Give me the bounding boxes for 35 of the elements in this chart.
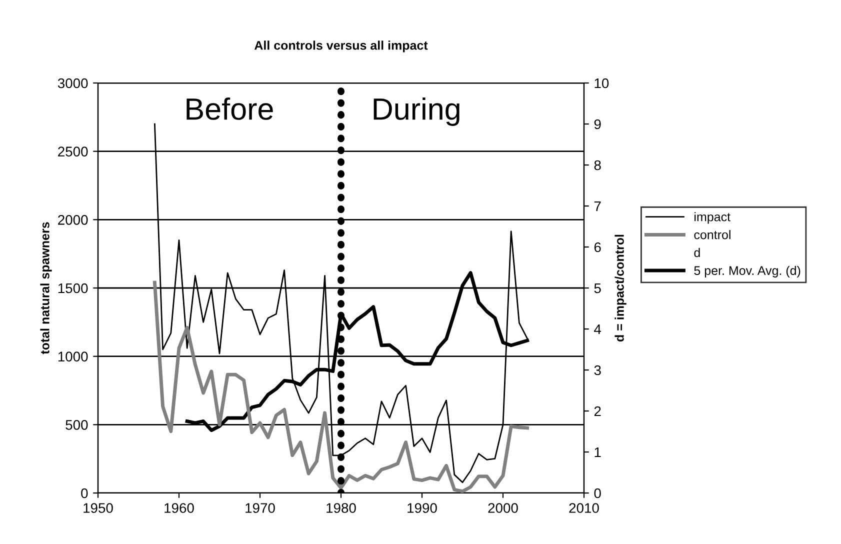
y2-tick-label: 8 [594, 160, 601, 170]
y2-tick-label: 6 [594, 242, 601, 252]
y2-tick-label: 5 [594, 283, 601, 294]
y-tick-label: 2000 [58, 215, 88, 225]
legend-label: 5 per. Mov. Avg. (d) [694, 266, 800, 278]
x-tick-label: 1990 [408, 503, 437, 513]
x-tick-label: 2000 [488, 503, 518, 513]
annotation: During [374, 97, 460, 126]
y2-axis-title: d = impact/control [614, 234, 626, 342]
x-tick-label: 1960 [164, 503, 194, 513]
y2-tick-label: 0 [594, 488, 601, 498]
y2-tick-label: 1 [594, 447, 601, 458]
chart-title: All controls versus all impact [254, 40, 428, 52]
y2-tick-label: 7 [594, 201, 601, 212]
y-axis-title: total natural spawners [40, 222, 52, 354]
y-tick-label: 1000 [58, 352, 88, 362]
x-tick-label: 1980 [326, 503, 356, 513]
y-tick-label: 3000 [58, 78, 88, 88]
x-tick-label: 2010 [569, 503, 599, 513]
y-tick-label: 500 [66, 420, 88, 430]
y-tick-label: 2500 [58, 146, 88, 157]
annotation: Before [186, 97, 273, 120]
line-series [152, 280, 530, 493]
x-tick-label: 1950 [84, 503, 113, 513]
y2-tick-label: 2 [594, 406, 601, 416]
y2-tick-label: 10 [594, 78, 609, 88]
y-tick-label: 0 [81, 488, 88, 498]
y2-tick-label: 3 [594, 365, 601, 376]
legend-label: impact [694, 212, 730, 224]
text: d [694, 248, 700, 258]
y2-tick-label: 4 [594, 324, 602, 334]
x-tick-label: 1970 [246, 503, 275, 513]
legend-label: control [694, 230, 730, 240]
y2-tick-label: 9 [594, 119, 601, 130]
y-tick-label: 1500 [58, 283, 88, 294]
